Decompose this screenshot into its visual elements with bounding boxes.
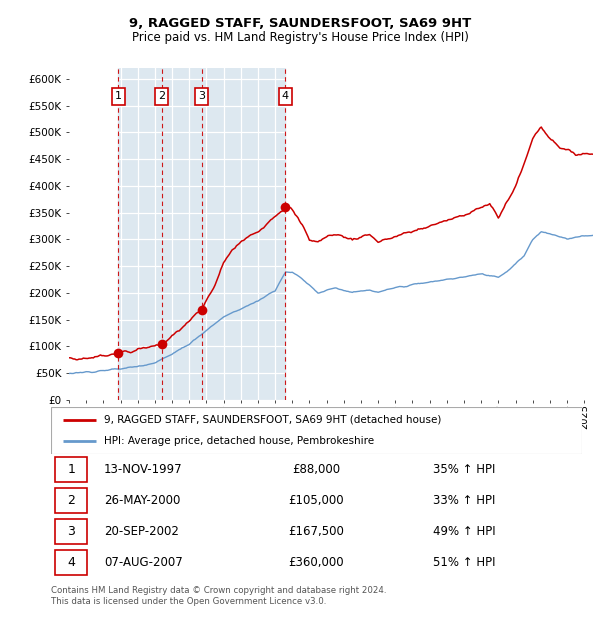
- Text: £360,000: £360,000: [289, 557, 344, 569]
- Bar: [118, 68, 286, 400]
- Text: 33% ↑ HPI: 33% ↑ HPI: [433, 495, 496, 507]
- Text: 4: 4: [282, 91, 289, 102]
- Text: 49% ↑ HPI: 49% ↑ HPI: [433, 526, 496, 538]
- Text: 35% ↑ HPI: 35% ↑ HPI: [433, 464, 496, 476]
- FancyBboxPatch shape: [55, 520, 87, 544]
- Text: £105,000: £105,000: [289, 495, 344, 507]
- Text: Price paid vs. HM Land Registry's House Price Index (HPI): Price paid vs. HM Land Registry's House …: [131, 31, 469, 43]
- Text: 13-NOV-1997: 13-NOV-1997: [104, 464, 183, 476]
- Text: 2: 2: [67, 495, 75, 507]
- FancyBboxPatch shape: [55, 551, 87, 575]
- FancyBboxPatch shape: [55, 458, 87, 482]
- Text: 20-SEP-2002: 20-SEP-2002: [104, 526, 179, 538]
- Text: This data is licensed under the Open Government Licence v3.0.: This data is licensed under the Open Gov…: [51, 597, 326, 606]
- Text: 07-AUG-2007: 07-AUG-2007: [104, 557, 183, 569]
- Text: 3: 3: [198, 91, 205, 102]
- Text: £88,000: £88,000: [292, 464, 341, 476]
- Text: 1: 1: [67, 464, 75, 476]
- Text: 3: 3: [67, 526, 75, 538]
- Text: £167,500: £167,500: [289, 526, 344, 538]
- Text: Contains HM Land Registry data © Crown copyright and database right 2024.: Contains HM Land Registry data © Crown c…: [51, 586, 386, 595]
- Text: 9, RAGGED STAFF, SAUNDERSFOOT, SA69 9HT (detached house): 9, RAGGED STAFF, SAUNDERSFOOT, SA69 9HT …: [104, 415, 442, 425]
- Text: 2: 2: [158, 91, 166, 102]
- Text: 51% ↑ HPI: 51% ↑ HPI: [433, 557, 496, 569]
- Text: 1: 1: [115, 91, 122, 102]
- Text: 26-MAY-2000: 26-MAY-2000: [104, 495, 181, 507]
- FancyBboxPatch shape: [55, 489, 87, 513]
- Text: HPI: Average price, detached house, Pembrokeshire: HPI: Average price, detached house, Pemb…: [104, 436, 374, 446]
- Text: 9, RAGGED STAFF, SAUNDERSFOOT, SA69 9HT: 9, RAGGED STAFF, SAUNDERSFOOT, SA69 9HT: [129, 17, 471, 30]
- Text: 4: 4: [67, 557, 75, 569]
